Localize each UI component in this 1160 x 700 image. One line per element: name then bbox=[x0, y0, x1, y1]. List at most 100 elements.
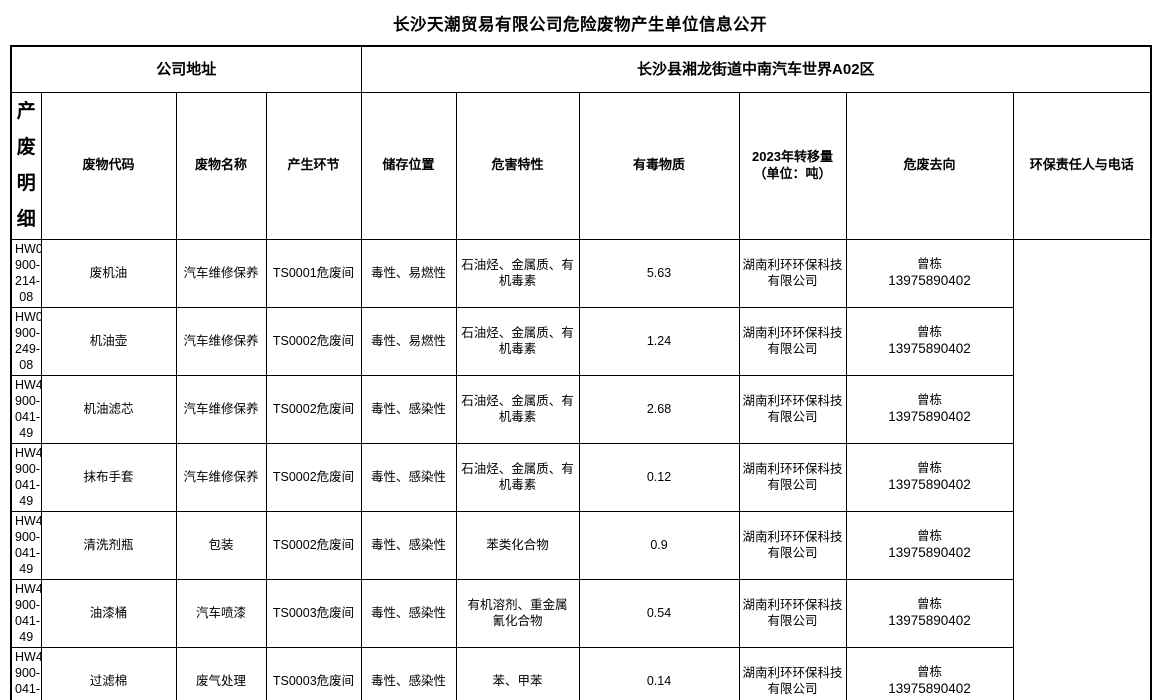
cell-waste-destination: 湖南利环环保科技有限公司 bbox=[738, 578, 847, 648]
cell-storage-location: TS0003危废间 bbox=[265, 646, 362, 700]
contact-phone: 13975890402 bbox=[888, 409, 971, 425]
col-header-storage: 储存位置 bbox=[360, 91, 457, 240]
cell-waste-destination: 湖南利环环保科技有限公司 bbox=[738, 646, 847, 700]
cell-contact: 曾栋 13975890402 bbox=[845, 238, 1014, 308]
cell-hazard-traits: 毒性、感染性 bbox=[360, 510, 457, 580]
cell-production-stage: 汽车喷漆 bbox=[175, 578, 267, 648]
contact-name: 曾栋 bbox=[917, 461, 943, 476]
cell-toxic-substances: 石油烃、金属质、有机毒素 bbox=[455, 442, 580, 512]
cell-waste-code: HW08-900-214-08 bbox=[10, 238, 42, 308]
contact-name: 曾栋 bbox=[917, 529, 943, 544]
cell-toxic-substances: 苯、甲苯 bbox=[455, 646, 580, 700]
cell-transfer-amount: 0.9 bbox=[578, 510, 740, 580]
cell-storage-location: TS0003危废间 bbox=[265, 578, 362, 648]
cell-waste-destination: 湖南利环环保科技有限公司 bbox=[738, 374, 847, 444]
col-header-amount: 2023年转移量 （单位：吨） bbox=[738, 91, 847, 240]
contact-name: 曾栋 bbox=[917, 665, 943, 680]
cell-storage-location: TS0002危废间 bbox=[265, 374, 362, 444]
cell-transfer-amount: 0.54 bbox=[578, 578, 740, 648]
cell-hazard-traits: 毒性、感染性 bbox=[360, 646, 457, 700]
col-header-destination: 危废去向 bbox=[845, 91, 1014, 240]
cell-contact: 曾栋 13975890402 bbox=[845, 646, 1014, 700]
cell-storage-location: TS0002危废间 bbox=[265, 442, 362, 512]
contact-name: 曾栋 bbox=[917, 597, 943, 612]
cell-storage-location: TS0002危废间 bbox=[265, 510, 362, 580]
cell-waste-name: 废机油 bbox=[40, 238, 177, 308]
cell-waste-name: 过滤棉 bbox=[40, 646, 177, 700]
cell-hazard-traits: 毒性、感染性 bbox=[360, 374, 457, 444]
cell-waste-name: 清洗剂瓶 bbox=[40, 510, 177, 580]
spine-label: 产废明细 bbox=[10, 91, 42, 240]
cell-storage-location: TS0001危废间 bbox=[265, 238, 362, 308]
cell-storage-location: TS0002危废间 bbox=[265, 306, 362, 376]
cell-hazard-traits: 毒性、易燃性 bbox=[360, 238, 457, 308]
cell-toxic-substances: 石油烃、金属质、有机毒素 bbox=[455, 238, 580, 308]
col-header-toxic: 有毒物质 bbox=[578, 91, 740, 240]
spine-label-text: 产废明细 bbox=[16, 100, 36, 230]
cell-waste-name: 机油滤芯 bbox=[40, 374, 177, 444]
cell-transfer-amount: 0.14 bbox=[578, 646, 740, 700]
cell-production-stage: 汽车维修保养 bbox=[175, 238, 267, 308]
table-row: HW08-900-214-08 废机油 汽车维修保养 TS0001危废间 毒性、… bbox=[10, 238, 1151, 308]
contact-name: 曾栋 bbox=[917, 393, 943, 408]
col-header-stage: 产生环节 bbox=[265, 91, 362, 240]
contact-phone: 13975890402 bbox=[888, 477, 971, 493]
cell-production-stage: 汽车维修保养 bbox=[175, 442, 267, 512]
col-header-contact: 环保责任人与电话 bbox=[1012, 91, 1152, 240]
cell-waste-name: 油漆桶 bbox=[40, 578, 177, 648]
cell-toxic-substances: 有机溶剂、重金属 氰化合物 bbox=[455, 578, 580, 648]
cell-production-stage: 废气处理 bbox=[175, 646, 267, 700]
cell-transfer-amount: 5.63 bbox=[578, 238, 740, 308]
cell-production-stage: 包装 bbox=[175, 510, 267, 580]
cell-waste-code: HW08-900-249-08 bbox=[10, 306, 42, 376]
address-row: 公司地址 长沙县湘龙街道中南汽车世界A02区 bbox=[10, 45, 1152, 93]
cell-toxic-substances: 石油烃、金属质、有机毒素 bbox=[455, 374, 580, 444]
contact-phone: 13975890402 bbox=[888, 613, 971, 629]
cell-transfer-amount: 1.24 bbox=[578, 306, 740, 376]
page-title: 长沙天潮贸易有限公司危险废物产生单位信息公开 bbox=[393, 15, 767, 34]
address-value: 长沙县湘龙街道中南汽车世界A02区 bbox=[360, 45, 1152, 93]
cell-toxic-substances: 石油烃、金属质、有机毒素 bbox=[455, 306, 580, 376]
cell-production-stage: 汽车维修保养 bbox=[175, 306, 267, 376]
contact-phone: 13975890402 bbox=[888, 681, 971, 697]
col-header-amount-line2: （单位：吨） bbox=[753, 165, 832, 181]
cell-contact: 曾栋 13975890402 bbox=[845, 510, 1014, 580]
cell-contact: 曾栋 13975890402 bbox=[845, 306, 1014, 376]
cell-hazard-traits: 毒性、易燃性 bbox=[360, 306, 457, 376]
cell-production-stage: 汽车维修保养 bbox=[175, 374, 267, 444]
contact-name: 曾栋 bbox=[917, 257, 943, 272]
column-header-row: 产废明细 废物代码 废物名称 产生环节 储存位置 危害特性 有毒物质 2023年… bbox=[10, 91, 1152, 240]
contact-phone: 13975890402 bbox=[888, 341, 971, 357]
cell-waste-destination: 湖南利环环保科技有限公司 bbox=[738, 306, 847, 376]
cell-waste-name: 机油壶 bbox=[40, 306, 177, 376]
cell-hazard-traits: 毒性、感染性 bbox=[360, 442, 457, 512]
hazardous-waste-table: 公司地址 长沙县湘龙街道中南汽车世界A02区 产废明细 废物代码 废物名称 产生… bbox=[10, 45, 1153, 700]
cell-toxic-substances: 苯类化合物 bbox=[455, 510, 580, 580]
cell-waste-destination: 湖南利环环保科技有限公司 bbox=[738, 510, 847, 580]
table-row: HW08-900-249-08 机油壶 汽车维修保养 TS0002危废间 毒性、… bbox=[10, 306, 1151, 376]
col-header-name: 废物名称 bbox=[175, 91, 267, 240]
contact-phone: 13975890402 bbox=[888, 273, 971, 289]
cell-contact: 曾栋 13975890402 bbox=[845, 578, 1014, 648]
col-header-hazard: 危害特性 bbox=[455, 91, 580, 240]
cell-transfer-amount: 0.12 bbox=[578, 442, 740, 512]
cell-hazard-traits: 毒性、感染性 bbox=[360, 578, 457, 648]
cell-contact: 曾栋 13975890402 bbox=[845, 442, 1014, 512]
col-header-code: 废物代码 bbox=[40, 91, 177, 240]
cell-waste-destination: 湖南利环环保科技有限公司 bbox=[738, 238, 847, 308]
address-label: 公司地址 bbox=[10, 45, 362, 93]
cell-transfer-amount: 2.68 bbox=[578, 374, 740, 444]
contact-name: 曾栋 bbox=[917, 325, 943, 340]
cell-waste-name: 抹布手套 bbox=[40, 442, 177, 512]
col-header-amount-line1: 2023年转移量 bbox=[752, 148, 833, 164]
cell-contact: 曾栋 13975890402 bbox=[845, 374, 1014, 444]
